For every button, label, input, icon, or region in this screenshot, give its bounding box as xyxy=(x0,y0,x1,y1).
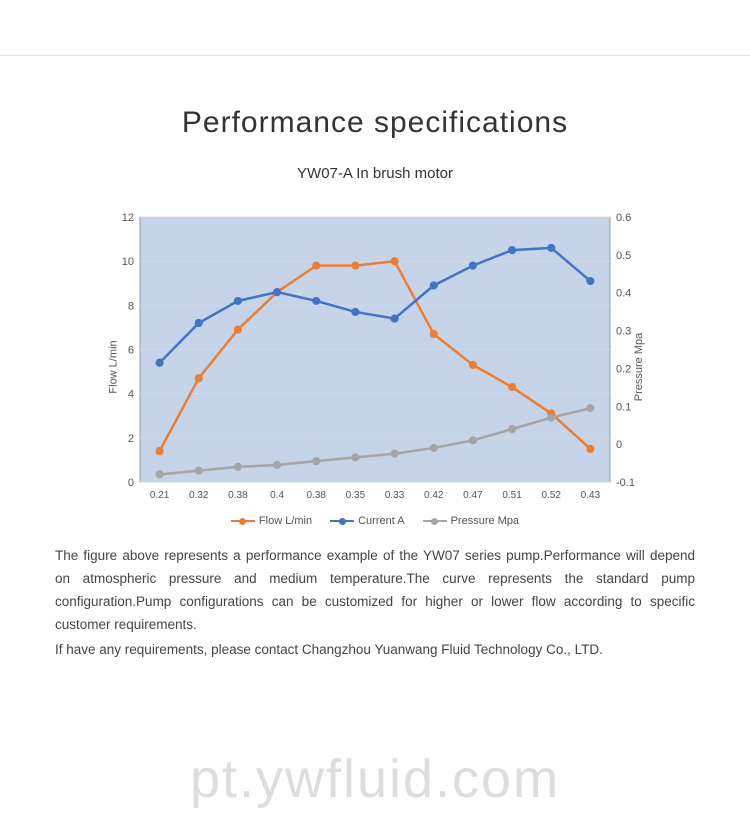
body-paragraph-2: If have any requirements, please contact… xyxy=(55,639,695,662)
legend: Flow L/min Current A Pressure Mpa xyxy=(95,515,655,527)
svg-text:-0.1: -0.1 xyxy=(616,477,635,489)
legend-item: Current A xyxy=(330,515,404,527)
svg-text:0.52: 0.52 xyxy=(542,490,562,501)
svg-text:0.38: 0.38 xyxy=(307,490,327,501)
legend-swatch xyxy=(423,516,447,526)
legend-label: Pressure Mpa xyxy=(451,515,519,527)
svg-text:4: 4 xyxy=(128,389,134,401)
svg-text:0.47: 0.47 xyxy=(463,490,483,501)
svg-text:8: 8 xyxy=(128,300,134,312)
svg-text:12: 12 xyxy=(122,212,134,224)
legend-label: Current A xyxy=(358,515,404,527)
svg-text:10: 10 xyxy=(122,256,134,268)
svg-text:0: 0 xyxy=(616,439,622,451)
svg-text:0.2: 0.2 xyxy=(616,363,631,375)
svg-text:0.42: 0.42 xyxy=(424,490,444,501)
svg-text:6: 6 xyxy=(128,345,134,357)
body-paragraph-1: The figure above represents a performanc… xyxy=(55,545,695,637)
divider xyxy=(0,55,750,56)
legend-item: Pressure Mpa xyxy=(423,515,519,527)
svg-text:0: 0 xyxy=(128,477,134,489)
y-axis-left-label: Flow L/min xyxy=(108,340,120,393)
legend-item: Flow L/min xyxy=(231,515,312,527)
legend-label: Flow L/min xyxy=(259,515,312,527)
subtitle: YW07-A In brush motor xyxy=(0,165,750,182)
svg-text:0.1: 0.1 xyxy=(616,401,631,413)
svg-text:0.4: 0.4 xyxy=(270,490,284,501)
svg-text:0.38: 0.38 xyxy=(228,490,248,501)
page-title: Performance specifications xyxy=(0,106,750,140)
legend-swatch xyxy=(330,516,354,526)
svg-text:0.51: 0.51 xyxy=(502,490,522,501)
svg-text:0.3: 0.3 xyxy=(616,326,631,338)
y-axis-right-label: Pressure Mpa xyxy=(633,333,645,401)
chart-svg: 0 2 4 6 8 10 12 -0.1 0 0.1 0.2 0.3 0.4 0.5 0.6 0.21 0.32… xyxy=(95,207,655,507)
svg-text:0.4: 0.4 xyxy=(616,288,631,300)
svg-text:0.43: 0.43 xyxy=(581,490,601,501)
legend-swatch xyxy=(231,516,255,526)
svg-text:0.33: 0.33 xyxy=(385,490,405,501)
svg-text:0.21: 0.21 xyxy=(150,490,170,501)
svg-text:0.5: 0.5 xyxy=(616,250,631,262)
svg-text:0.32: 0.32 xyxy=(189,490,209,501)
watermark: pt.ywfluid.com xyxy=(190,748,560,810)
svg-text:2: 2 xyxy=(128,433,134,445)
svg-text:0.6: 0.6 xyxy=(616,212,631,224)
svg-text:0.35: 0.35 xyxy=(346,490,366,501)
chart-container: Flow L/min Pressure Mpa 0 2 4 6 8 10 12 -0.1 0 0.… xyxy=(95,207,655,527)
